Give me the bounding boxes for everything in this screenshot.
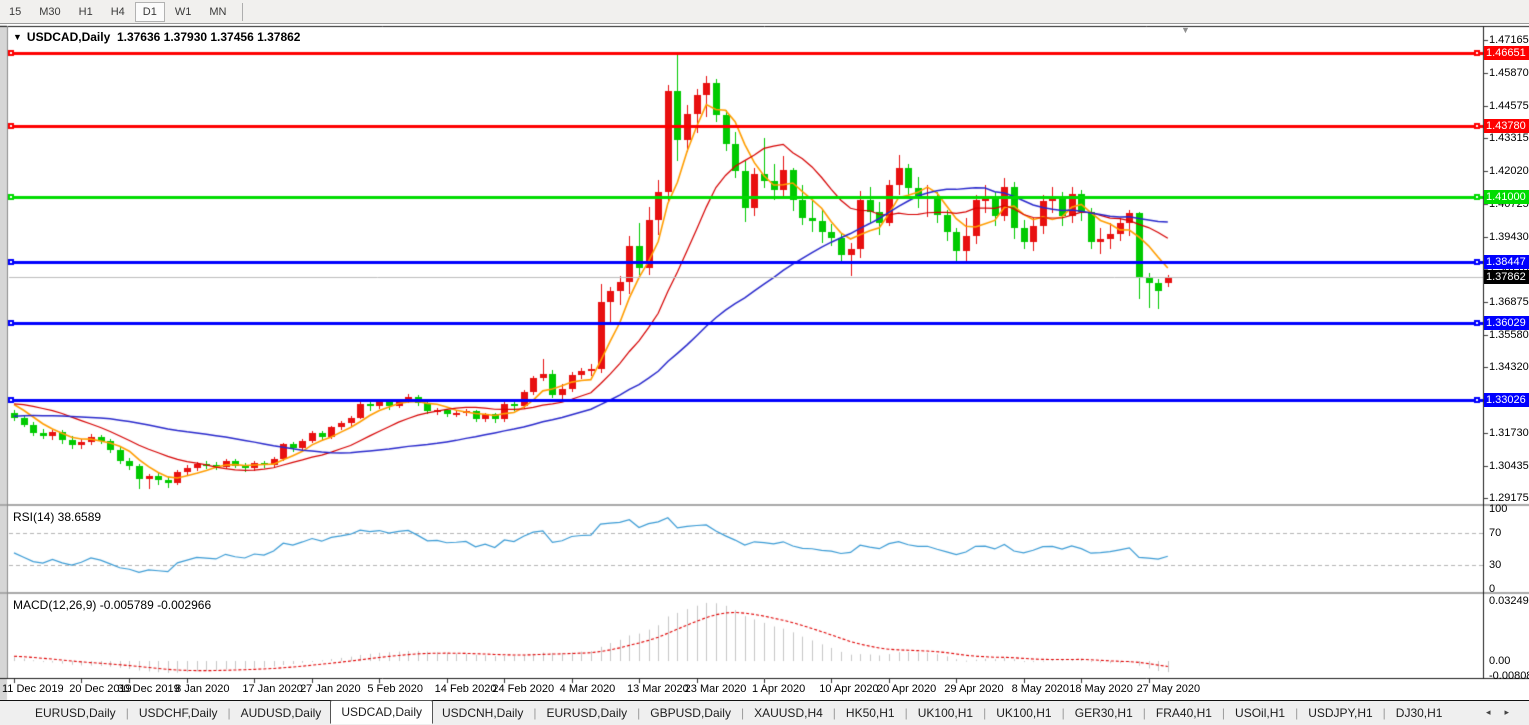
chart-tab-eurusd-daily[interactable]: EURUSD,Daily — [546, 706, 628, 720]
chart-tab-xauusd-h4[interactable]: XAUUSD,H4 — [754, 706, 823, 720]
tab-separator: | — [1061, 706, 1065, 720]
time-axis-label: 17 Jan 2020 — [242, 683, 303, 695]
price-axis-label: 1.47165 — [1489, 33, 1529, 46]
tab-scroll-arrows: ◂▸ — [1486, 707, 1523, 718]
price-axis-label: 1.35580 — [1489, 328, 1529, 341]
chart-tab-uk100-h1[interactable]: UK100,H1 — [996, 706, 1052, 720]
chart-tab-bar: EURUSD,Daily | USDCHF,Daily | AUDUSD,Daily US… — [0, 700, 1529, 725]
time-axis-label: 14 Feb 2020 — [434, 683, 497, 695]
toolbar-separator — [242, 2, 244, 21]
price-line-badge: 1.43780 — [1484, 119, 1529, 133]
time-axis-label: 13 Mar 2020 — [626, 683, 689, 695]
chart-tab-usdcnh-daily[interactable]: USDCNH,Daily — [442, 706, 524, 720]
time-axis-label: 11 Dec 2019 — [2, 683, 64, 695]
price-axis-label: 1.31730 — [1489, 427, 1529, 439]
timeframe-button-w1[interactable]: W1 — [174, 5, 192, 18]
time-axis-label: 20 Dec 2019 — [69, 683, 132, 695]
price-line-badge: 1.36029 — [1484, 316, 1529, 330]
timeframe-button-15[interactable]: 15 — [9, 5, 22, 18]
chart-tab-usdcad-daily[interactable]: USDCAD,Daily — [330, 700, 433, 724]
timeframe-button-d1[interactable]: D1 — [134, 1, 165, 22]
chart-shift-marker-icon[interactable]: ▼ — [1181, 25, 1190, 35]
chart-symbol-label: USDCAD,Daily — [26, 30, 111, 44]
time-axis-label: 18 May 2020 — [1069, 683, 1133, 695]
time-axis-label: 8 May 2020 — [1011, 683, 1070, 695]
time-axis-label: 4 Mar 2020 — [559, 683, 616, 695]
timeframe-button-h1[interactable]: H1 — [78, 5, 93, 18]
price-line-badge: 1.38447 — [1484, 255, 1529, 269]
time-axis-label: 10 Apr 2020 — [819, 683, 879, 695]
price-axis-label: 1.34320 — [1489, 361, 1529, 374]
chart-tab-gbpusd-daily[interactable]: GBPUSD,Daily — [650, 706, 731, 720]
time-axis-label: 27 May 2020 — [1136, 683, 1201, 695]
tab-separator: | — [637, 706, 641, 720]
tab-separator: | — [533, 706, 537, 720]
price-axis-label: 1.39430 — [1489, 230, 1529, 243]
chart-tab-dj30-h1[interactable]: DJ30,H1 — [1395, 706, 1443, 720]
tab-separator: | — [983, 706, 987, 720]
chart-tab-ger30-h1[interactable]: GER30,H1 — [1074, 706, 1133, 720]
time-axis-label: 8 Jan 2020 — [175, 683, 230, 695]
chart-tab-uk100-h1[interactable]: UK100,H1 — [917, 706, 974, 720]
timeframe-button-h4[interactable]: H4 — [110, 5, 125, 18]
rsi-axis-label: 100 — [1489, 503, 1508, 515]
time-axis-label: 23 Mar 2020 — [684, 683, 747, 695]
time-axis-label: 1 Apr 2020 — [751, 683, 806, 695]
price-axis-label: 1.30435 — [1489, 459, 1529, 472]
price-axis-label: 1.29175 — [1489, 492, 1529, 505]
macd-axis-label: 0.032493 — [1489, 595, 1529, 607]
time-axis-label: 29 Apr 2020 — [944, 683, 1004, 695]
tab-separator: | — [1382, 706, 1386, 720]
timeframe-button-mn[interactable]: MN — [209, 5, 227, 18]
chart-ohlc-values: 1.37636 1.37930 1.37456 1.37862 — [116, 30, 301, 44]
tab-scroll-right-icon[interactable]: ▸ — [1504, 707, 1523, 717]
tab-separator: | — [1142, 706, 1146, 720]
chart-tab-fra40-h1[interactable]: FRA40,H1 — [1155, 706, 1212, 720]
chart-tab-usoil-h1[interactable]: USOil,H1 — [1235, 706, 1286, 720]
time-axis-label: 24 Feb 2020 — [492, 683, 555, 695]
price-axis-label: 1.43315 — [1489, 131, 1529, 144]
rsi-axis-label: 0 — [1489, 583, 1496, 595]
chart-title: ▼ USDCAD,Daily 1.37636 1.37930 1.37456 1.… — [13, 30, 300, 44]
macd-axis-label: -0.00808 — [1489, 670, 1529, 682]
timeframe-toolbar: 15 M30 H1 H4 D1 W1 MN — [0, 0, 1529, 24]
price-axis-label: 1.44575 — [1489, 99, 1529, 112]
price-axis-label: 1.45870 — [1489, 66, 1529, 79]
macd-indicator-label: MACD(12,26,9) -0.005789 -0.002966 — [13, 598, 212, 612]
price-axis-label: 1.36875 — [1489, 295, 1529, 308]
rsi-indicator-label: RSI(14) 38.6589 — [13, 510, 102, 524]
rsi-axis-label: 70 — [1489, 527, 1502, 539]
chart-tab-eurusd-daily[interactable]: EURUSD,Daily — [35, 706, 116, 720]
time-axis-label: 5 Feb 2020 — [367, 683, 424, 695]
chart-tab-audusd-daily[interactable]: AUDUSD,Daily — [240, 706, 322, 720]
time-axis-label: 27 Jan 2020 — [300, 683, 361, 695]
rsi-axis-label: 30 — [1489, 559, 1502, 571]
chart-tab-hk50-h1[interactable]: HK50,H1 — [845, 706, 895, 720]
price-axis-label: 1.42020 — [1489, 164, 1529, 177]
tab-separator: | — [832, 706, 836, 720]
collapse-indicator-icon[interactable]: ▼ — [13, 32, 22, 42]
price-line-badge: 1.41000 — [1484, 190, 1529, 204]
price-line-badge: 1.46651 — [1484, 46, 1529, 60]
timeframe-button-m30[interactable]: M30 — [39, 5, 61, 18]
tab-separator: | — [125, 706, 129, 720]
price-line-badge: 1.33026 — [1484, 393, 1529, 407]
current-price-badge: 1.37862 — [1484, 270, 1529, 284]
tab-scroll-left-icon[interactable]: ◂ — [1485, 707, 1505, 717]
tab-separator: | — [904, 706, 908, 720]
tab-separator: | — [227, 706, 231, 720]
tab-separator: | — [1295, 706, 1299, 720]
macd-axis-label: 0.00 — [1489, 655, 1511, 668]
time-axis-label: 20 Apr 2020 — [876, 683, 937, 695]
tab-separator: | — [1221, 706, 1226, 720]
chart-tab-usdchf-daily[interactable]: USDCHF,Daily — [138, 706, 218, 720]
time-axis-label: 30 Dec 2019 — [117, 683, 180, 695]
chart-tab-usdjpy-h1[interactable]: USDJPY,H1 — [1308, 706, 1373, 720]
tab-separator: | — [740, 706, 745, 720]
